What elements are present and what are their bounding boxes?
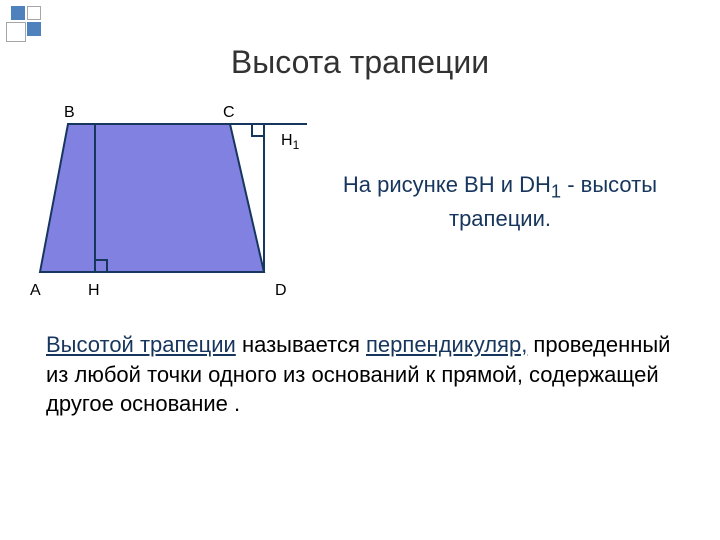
point-label-H: H <box>88 282 100 300</box>
caption-sub: 1 <box>551 180 561 201</box>
point-label-B: B <box>64 104 75 122</box>
figure-caption: На рисунке ВН и DH1 - высоты трапеции. <box>320 170 680 234</box>
trapezoid-figure <box>0 0 720 540</box>
point-label-D: D <box>275 282 287 300</box>
caption-text-1: На рисунке ВН и DH <box>343 172 551 197</box>
definition-mid: называется <box>236 332 366 357</box>
definition-term-1: Высотой трапеции <box>46 332 236 357</box>
point-label-A: A <box>30 282 41 300</box>
point-label-H1: H1 <box>281 132 299 152</box>
point-label-C: C <box>223 104 235 122</box>
definition-paragraph: Высотой трапеции называется перпендикуля… <box>46 330 680 419</box>
definition-term-2: перпендикуляр, <box>366 332 527 357</box>
